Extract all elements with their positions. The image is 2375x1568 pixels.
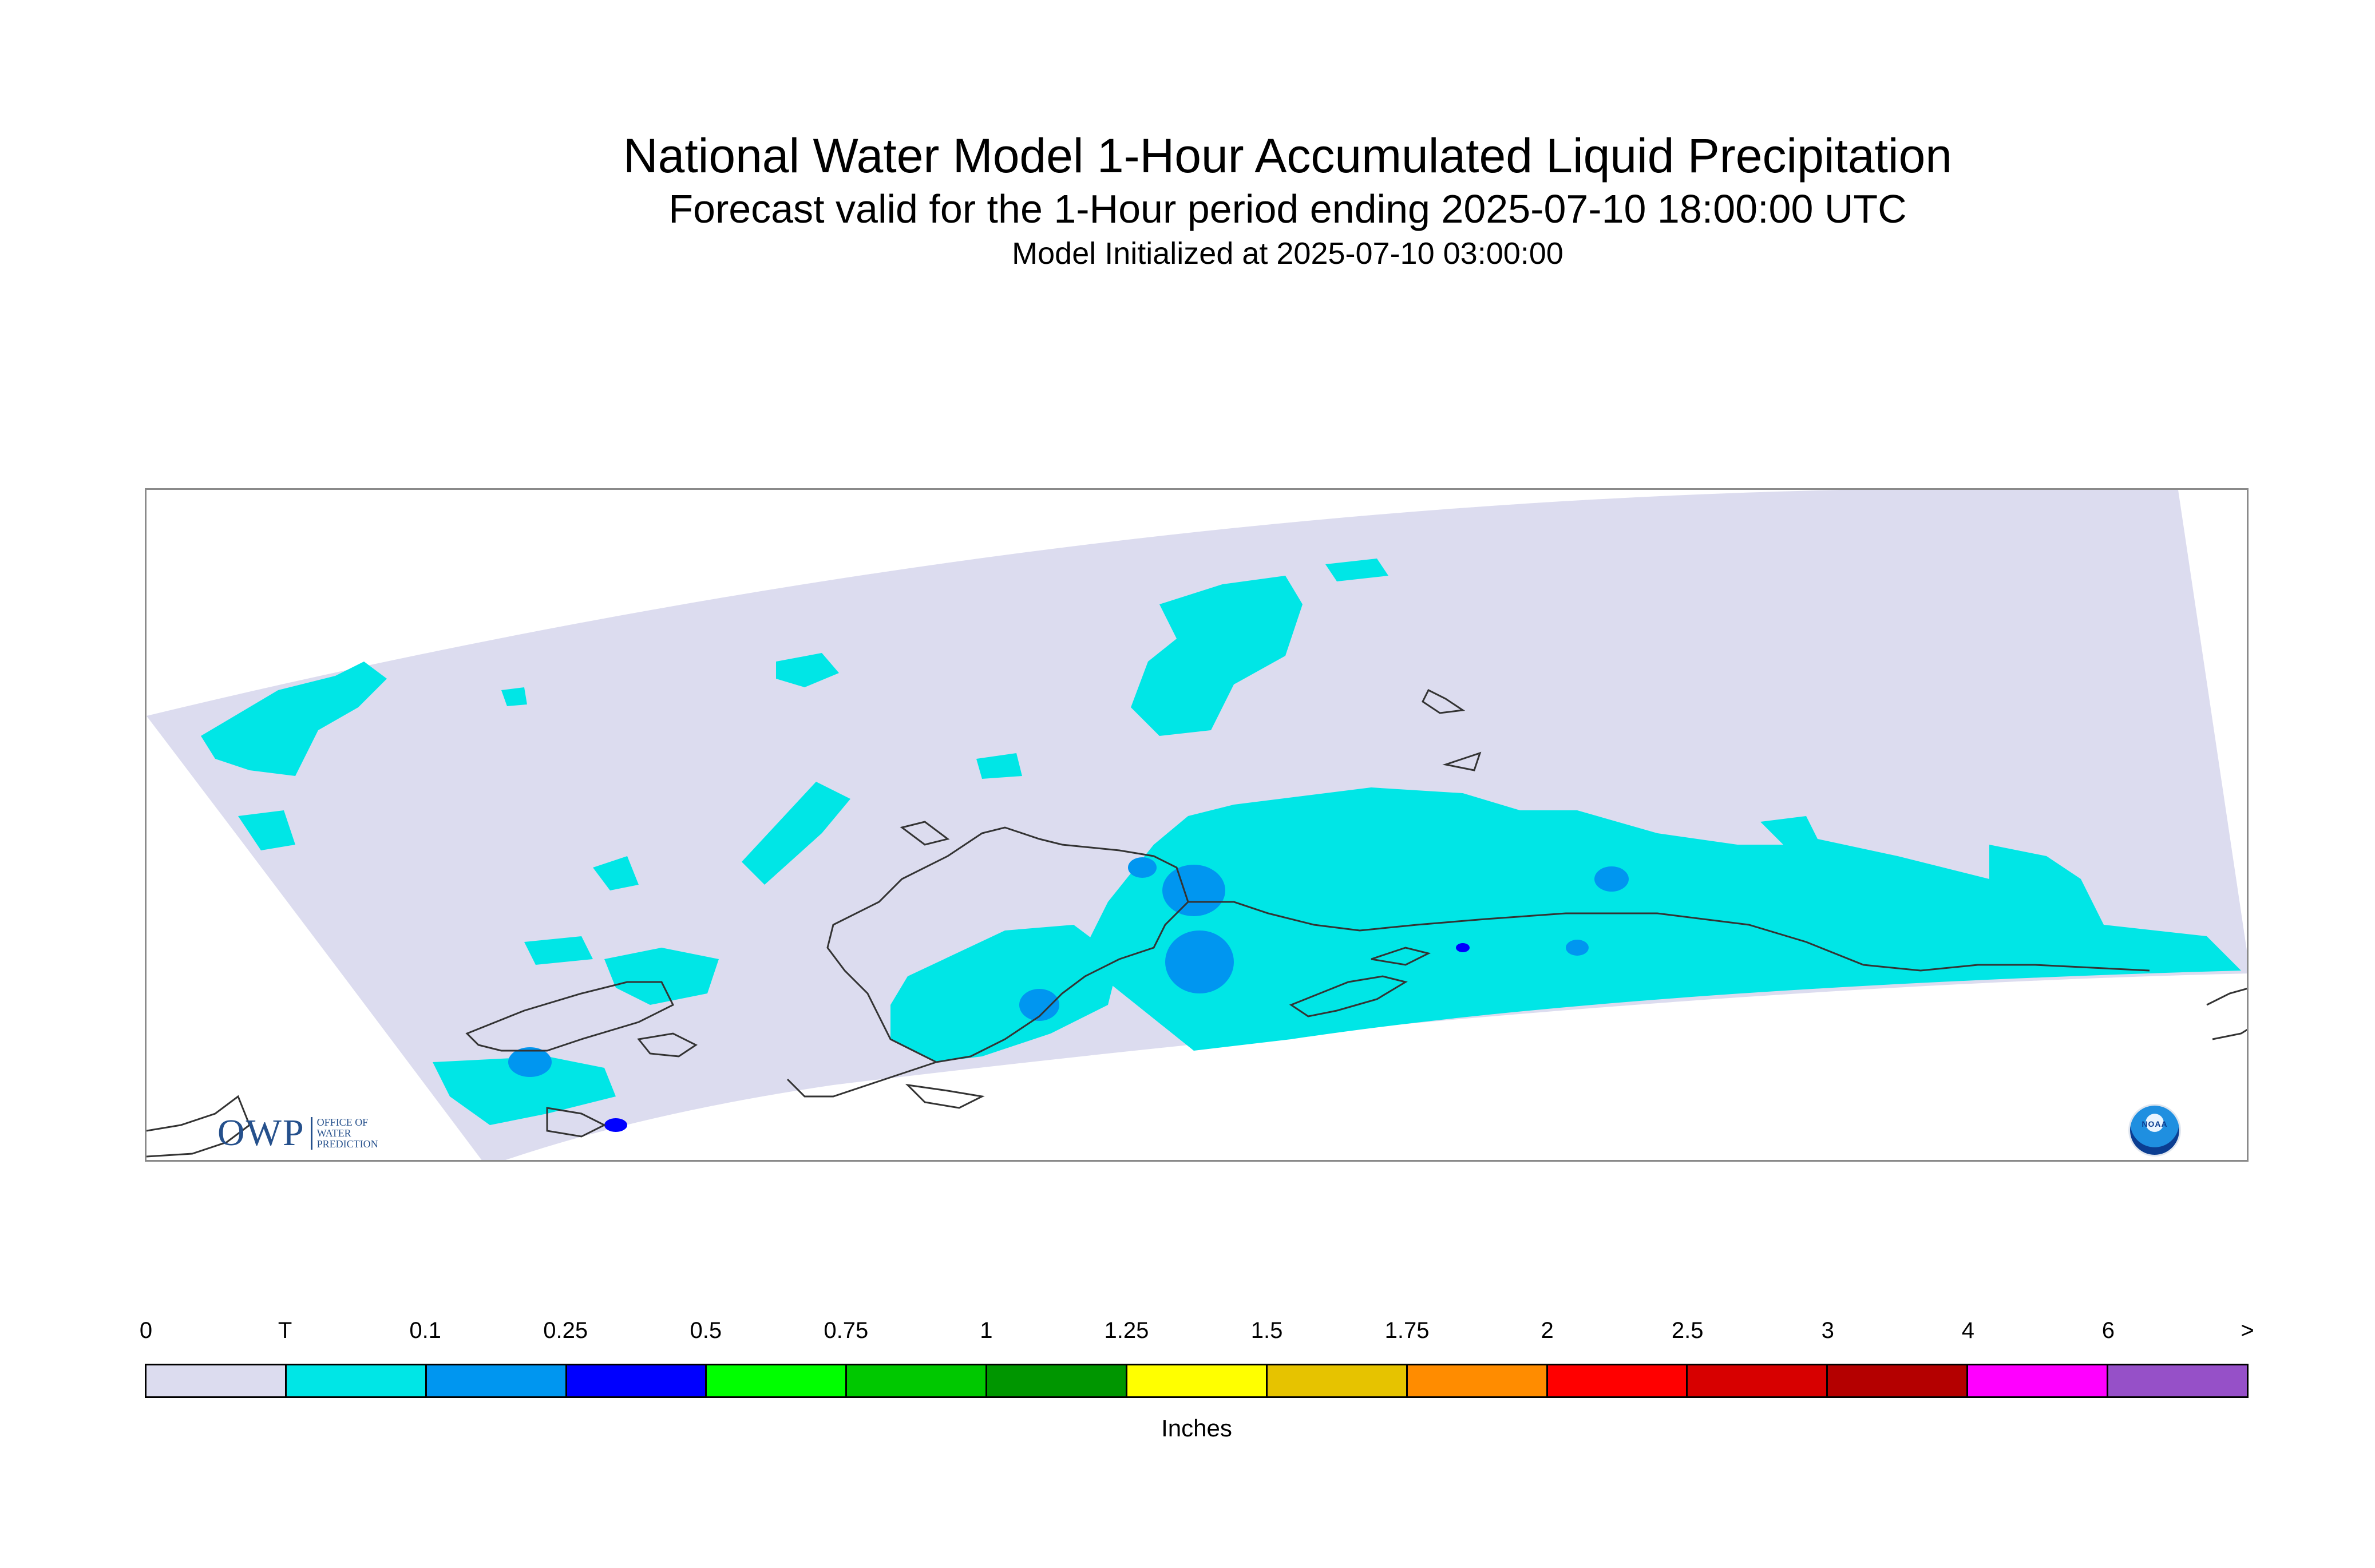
owp-logo-text: Office of Water Prediction [310, 1116, 378, 1150]
coastlines [147, 688, 2247, 1158]
legend-swatch [1127, 1365, 1268, 1396]
legend-swatch [847, 1365, 988, 1396]
legend-tick-label: 1.75 [1384, 1318, 1430, 1343]
forecast-valid-subtitle: Forecast valid for the 1-Hour period end… [668, 187, 1907, 231]
legend-tick-label: 0.75 [824, 1318, 869, 1343]
legend-swatch [147, 1365, 287, 1396]
legend-tick-label: 0.25 [543, 1318, 588, 1343]
legend-swatch [987, 1365, 1128, 1396]
noaa-logo: NOAA [2130, 1106, 2179, 1155]
legend-tick-label: 6 [2101, 1318, 2115, 1343]
legend-tick-label: 4 [1961, 1318, 1974, 1343]
legend-tick-label: 0 [139, 1318, 153, 1343]
legend-tick-label: 0.1 [409, 1318, 441, 1343]
legend-swatch [1407, 1365, 1548, 1396]
legend-tick-label: 2 [1541, 1318, 1554, 1343]
legend-tick-label: 1.25 [1104, 1318, 1149, 1343]
legend-swatch [1828, 1365, 1969, 1396]
precip-quarter-inch-areas [604, 943, 1470, 1132]
map-canvas [147, 490, 2247, 1160]
legend-swatch [286, 1365, 427, 1396]
legend-swatch [1688, 1365, 1828, 1396]
model-init-text: Model Initialized at 2025-07-10 03:00:00 [1012, 236, 1563, 271]
precip-tenth-inch-areas [508, 857, 1629, 1077]
precip-trace-areas [201, 559, 2241, 1125]
legend-swatch [1267, 1365, 1408, 1396]
legend-swatch [567, 1365, 707, 1396]
legend-tick-label: 3 [1821, 1318, 1834, 1343]
noaa-logo-text: NOAA [2142, 1119, 2168, 1129]
legend-swatch [1547, 1365, 1688, 1396]
legend-swatch [1968, 1365, 2109, 1396]
legend-tick-label: 1 [980, 1318, 993, 1343]
legend-unit: Inches [1161, 1415, 1232, 1442]
map-title: National Water Model 1-Hour Accumulated … [623, 129, 1953, 183]
legend-swatch [707, 1365, 848, 1396]
color-legend: 0 T 0.1 0.25 0.5 0.75 1 1.25 1.5 1.75 2 2.5 3 4 6 > Inc… [140, 1316, 2254, 1465]
legend-tick-label: 1.5 [1250, 1318, 1283, 1343]
owp-logo: OWP Office of Water Prediction [217, 1113, 378, 1153]
precipitation-map [145, 488, 2249, 1162]
owp-logo-mark: OWP [217, 1112, 305, 1154]
legend-tick-label: > [2241, 1318, 2254, 1343]
legend-colorbar [145, 1364, 2249, 1398]
legend-swatch [426, 1365, 567, 1396]
legend-tick-label: 0.5 [690, 1318, 722, 1343]
legend-labels: 0 T 0.1 0.25 0.5 0.75 1 1.25 1.5 1.75 2 2.5 3 4 6 > [140, 1316, 2254, 1351]
legend-tick-label: T [278, 1318, 292, 1343]
legend-tick-label: 2.5 [1671, 1318, 1704, 1343]
legend-swatch [2108, 1365, 2247, 1396]
